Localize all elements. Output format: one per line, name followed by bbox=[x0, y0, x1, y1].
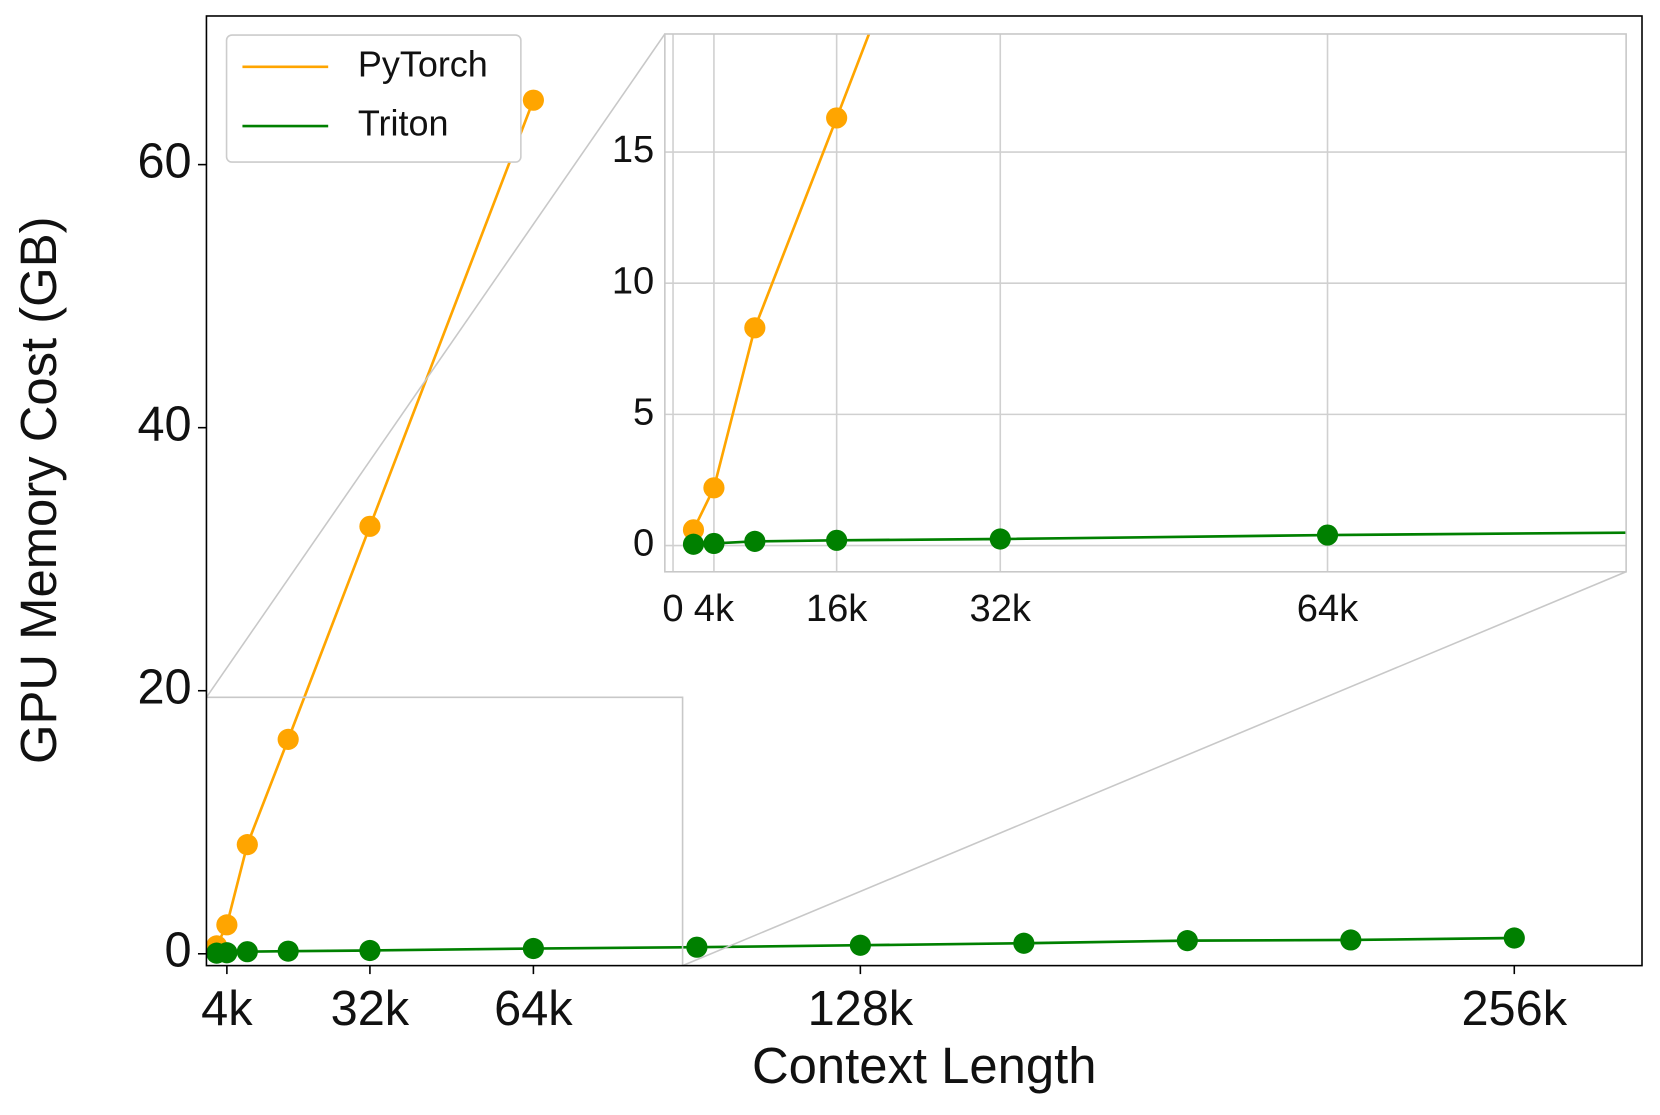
point bbox=[744, 530, 766, 552]
point bbox=[1013, 932, 1035, 954]
series-group bbox=[206, 89, 1525, 964]
x-tick-label: 256k bbox=[1461, 982, 1567, 1036]
point bbox=[522, 89, 544, 111]
y-tick-label: 60 bbox=[137, 134, 191, 188]
inset-background bbox=[664, 33, 1627, 572]
zoom-connector bbox=[205, 33, 666, 698]
inset-x-tick-label: 0 bbox=[662, 588, 683, 630]
point bbox=[1644, 522, 1660, 543]
inset-y-tick-label: 10 bbox=[612, 260, 654, 302]
point bbox=[216, 942, 238, 964]
point bbox=[277, 728, 299, 750]
point bbox=[686, 936, 708, 958]
inset-y-tick-label: 0 bbox=[633, 523, 654, 565]
inset-y-tick-label: 15 bbox=[612, 129, 654, 171]
point bbox=[216, 914, 238, 936]
point bbox=[744, 317, 766, 339]
series-group bbox=[682, 33, 1660, 555]
inset-frame bbox=[664, 33, 1627, 573]
point bbox=[1316, 524, 1339, 546]
point bbox=[826, 107, 848, 129]
point bbox=[682, 533, 705, 555]
point bbox=[236, 834, 258, 856]
legend-label: PyTorch bbox=[358, 43, 488, 84]
point bbox=[359, 515, 381, 537]
zoom-connector bbox=[682, 571, 1627, 967]
point bbox=[1503, 927, 1525, 949]
y-tick-label: 40 bbox=[137, 398, 191, 452]
y-tick-label: 0 bbox=[165, 924, 192, 978]
point bbox=[849, 934, 871, 956]
y-axis-label: GPU Memory Cost (GB) bbox=[10, 217, 67, 765]
inset-x-tick-label: 32k bbox=[970, 588, 1032, 630]
point bbox=[703, 477, 725, 499]
point bbox=[236, 941, 258, 963]
x-tick-label: 4k bbox=[201, 982, 253, 1036]
inset-x-tick-label: 64k bbox=[1297, 588, 1359, 630]
inset-y-tick-label: 5 bbox=[633, 391, 654, 433]
legend-label: Triton bbox=[358, 103, 449, 144]
y-tick-label: 20 bbox=[137, 661, 191, 715]
inset-x-tick-label: 4k bbox=[694, 588, 735, 630]
x-tick-label: 32k bbox=[331, 982, 410, 1036]
plot-frame bbox=[205, 15, 1643, 967]
x-tick-label: 64k bbox=[494, 982, 573, 1036]
x-tick-label: 128k bbox=[808, 982, 914, 1036]
x-axis-label: Context Length bbox=[752, 1037, 1097, 1094]
point bbox=[359, 939, 381, 962]
point bbox=[989, 528, 1011, 550]
point bbox=[1176, 930, 1198, 952]
point bbox=[703, 532, 725, 555]
point bbox=[277, 940, 299, 962]
point bbox=[522, 937, 544, 960]
point bbox=[826, 529, 848, 551]
point bbox=[1340, 929, 1362, 951]
zoom-box bbox=[206, 696, 684, 966]
inset-x-tick-label: 16k bbox=[806, 588, 868, 630]
